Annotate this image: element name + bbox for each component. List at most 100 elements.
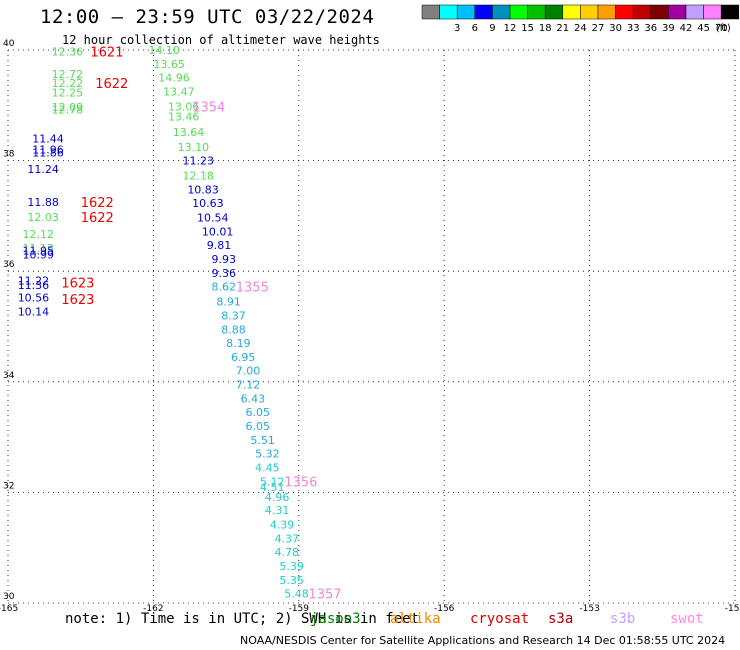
wave-height-label: 5.35	[279, 574, 304, 587]
legend-label: 9	[489, 23, 495, 34]
legend-label: 3	[454, 23, 460, 34]
wave-height-label: 12.22	[52, 77, 83, 90]
pass-time-label: 1623	[61, 276, 94, 291]
wave-height-label: 11.22	[18, 275, 50, 288]
pass-time-label: 1356	[284, 475, 317, 490]
x-tick-label: -153	[579, 604, 599, 612]
wave-height-label: 13.46	[168, 110, 200, 123]
wave-height-label: 14.96	[158, 72, 190, 85]
wave-height-label: 8.62	[212, 281, 237, 294]
wave-height-label: 11.24	[27, 163, 58, 176]
y-tick-label: 38	[3, 150, 15, 160]
legend-label: 33	[627, 23, 640, 34]
satellite-s3a: s3a	[548, 611, 574, 627]
legend-label: 18	[539, 23, 552, 34]
wave-height-label: 10.54	[197, 212, 229, 225]
satellite-jason3: jason3	[310, 611, 361, 627]
wave-height-label: 8.37	[221, 309, 246, 322]
wave-height-label: 12.09	[52, 101, 83, 114]
legend-label: 24	[574, 23, 587, 34]
wave-height-label: 14.10	[149, 44, 181, 57]
wave-height-label: 5.51	[250, 434, 274, 447]
wave-height-label: 11.95	[23, 245, 55, 258]
wave-height-label: 6.05	[245, 420, 270, 433]
legend-label: 12	[504, 23, 517, 34]
y-tick-label: 36	[3, 260, 15, 270]
legend-label: 45	[697, 23, 710, 34]
credit-line: NOAA/NESDIS Center for Satellite Applica…	[240, 634, 726, 647]
x-tick-label: -162	[143, 604, 163, 612]
wave-height-label: 12.25	[52, 87, 83, 100]
wave-height-label: 11.88	[27, 196, 58, 209]
wave-height-label: 9.36	[212, 267, 237, 280]
wave-height-label: 6.95	[231, 351, 256, 364]
page-title: 12:00 – 23:59 UTC 03/22/2024	[40, 6, 375, 28]
legend-label: 30	[609, 23, 622, 34]
wave-height-label: 13.65	[153, 58, 185, 71]
pass-time-label: 1357	[308, 588, 341, 603]
pass-time-label: 1355	[236, 281, 269, 296]
wave-height-label: 10.99	[23, 249, 55, 262]
pass-time-label: 1623	[61, 293, 94, 308]
legend-label: 39	[662, 23, 675, 34]
wave-height-label: 8.91	[216, 296, 241, 309]
wave-height-label: 10.56	[18, 292, 50, 305]
wave-height-label: 4.37	[275, 532, 300, 545]
satellite-s3b: s3b	[610, 611, 636, 627]
wave-height-label: 12.78	[52, 104, 83, 117]
x-tick-label: -150	[725, 604, 740, 612]
wave-height-label: 5.32	[255, 448, 280, 461]
y-tick-label: 40	[3, 39, 15, 49]
pass-time-label: 1354	[192, 100, 225, 115]
pass-time-label: 1622	[95, 77, 128, 92]
wave-height-label: 7.12	[236, 379, 261, 392]
satellite-altika: altika	[390, 611, 441, 627]
x-tick-label: -156	[434, 604, 455, 612]
y-tick-label: 34	[3, 371, 15, 381]
legend-label: 70	[715, 23, 728, 34]
legend-label: 6	[472, 23, 478, 34]
wave-height-label: 13.64	[173, 126, 205, 139]
wave-height-label: 5.48	[284, 588, 309, 601]
legend-unit: (ft)	[716, 23, 731, 34]
wave-height-label: 4.51	[260, 481, 285, 494]
pass-time-label: 1622	[81, 196, 114, 211]
legend-label: 36	[644, 23, 657, 34]
chart-subtitle: 12 hour collection of altimeter wave hei…	[62, 33, 380, 47]
wave-height-label: 7.00	[236, 365, 261, 378]
wave-height-label: 10.14	[18, 306, 50, 319]
wave-height-label: 4.39	[270, 518, 295, 531]
wave-height-label: 12.12	[23, 228, 55, 241]
legend-label: 42	[680, 23, 693, 34]
wave-height-label: 11.36	[18, 279, 50, 292]
wave-height-label: 10.01	[202, 225, 234, 238]
wave-height-label: 4.96	[265, 491, 290, 504]
wave-height-label: 5.12	[260, 475, 285, 488]
wave-height-label: 10.63	[192, 197, 224, 210]
wave-height-label: 10.83	[187, 183, 219, 196]
legend-label: 21	[556, 23, 569, 34]
wave-height-label: 12.18	[182, 170, 214, 183]
units-note: note: 1) Time is in UTC; 2) SWH is in fe…	[65, 611, 420, 627]
wave-height-label: 8.88	[221, 323, 246, 336]
wave-height-label: 9.81	[207, 239, 232, 252]
legend-label: 15	[521, 23, 534, 34]
wave-height-label: 5.39	[279, 560, 304, 573]
y-tick-label: 30	[3, 592, 15, 602]
legend-label: 27	[592, 23, 605, 34]
wave-height-label: 12.36	[52, 46, 83, 59]
wave-height-label: 12.03	[27, 211, 58, 224]
wave-height-label: 11.23	[182, 155, 214, 168]
wave-height-label: 12.72	[52, 68, 83, 81]
wave-height-label: 4.78	[275, 546, 300, 559]
pass-time-label: 1621	[90, 46, 123, 61]
y-tick-label: 32	[3, 481, 14, 491]
pass-time-label: 1622	[81, 211, 114, 226]
wave-height-label: 6.43	[241, 392, 266, 405]
satellite-cryosat: cryosat	[470, 611, 530, 627]
wave-height-label: 13.06	[168, 100, 200, 113]
wave-height-label: 13.47	[163, 85, 195, 98]
wave-height-label: 4.45	[255, 462, 280, 475]
wave-height-label: 9.93	[212, 253, 237, 266]
wave-height-label: 11.86	[32, 146, 64, 159]
